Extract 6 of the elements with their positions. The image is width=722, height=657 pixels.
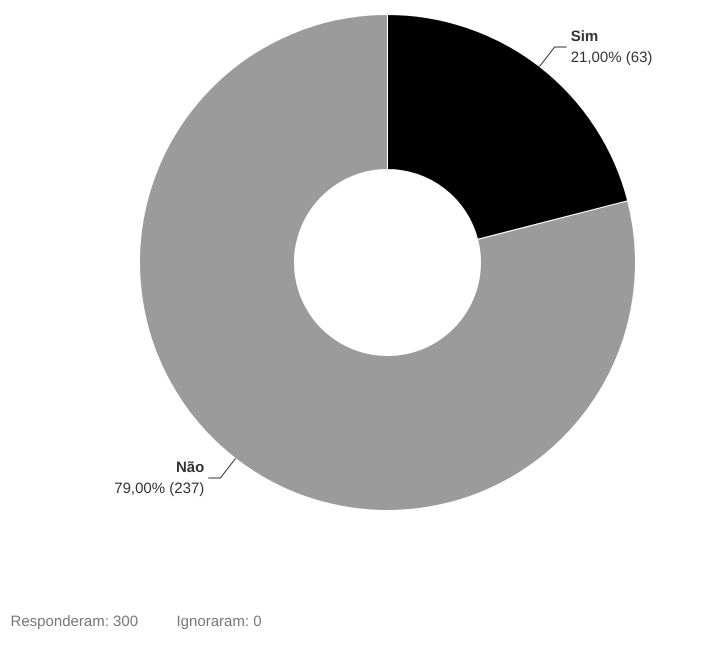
slice-label: Sim [570, 28, 598, 45]
data-label: 21,00% (63) [570, 48, 652, 66]
slice-label: Não [176, 459, 204, 476]
text: Responderam: 300 [10, 613, 138, 630]
text: Ignoraram: 0 [176, 613, 262, 630]
data-label: 79,00% (237) [114, 480, 204, 498]
